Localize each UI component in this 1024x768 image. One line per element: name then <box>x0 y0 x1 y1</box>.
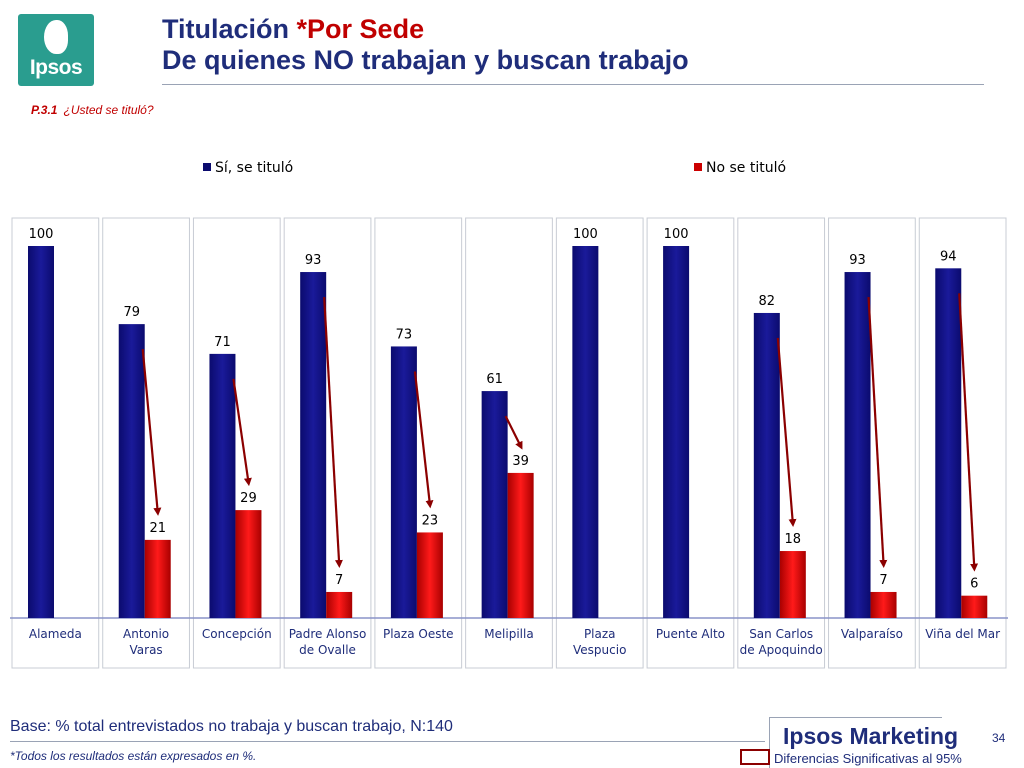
category-label: Concepción <box>202 627 272 641</box>
title-main: Titulación <box>162 14 290 44</box>
data-label-si: 93 <box>305 253 322 268</box>
footer-divider <box>10 741 765 742</box>
legend-item-si: Sí, se tituló <box>203 160 293 176</box>
bar-no <box>870 591 897 618</box>
legend-item-no: No se tituló <box>694 160 786 176</box>
panel-frame <box>11 217 100 669</box>
bar-no <box>779 551 806 618</box>
data-label-si: 82 <box>759 294 776 309</box>
data-label-si: 61 <box>486 372 503 387</box>
bar-si <box>663 246 690 618</box>
page-number: 34 <box>992 731 1006 745</box>
data-label-no: 39 <box>512 454 529 469</box>
data-label-si: 93 <box>849 253 866 268</box>
bar-si <box>300 272 327 618</box>
question-code: P.3.1 <box>31 103 58 117</box>
data-label-si: 71 <box>214 335 231 350</box>
category-label: Puente Alto <box>656 627 725 641</box>
category-label: Padre Alonso <box>289 627 367 641</box>
category-label: Antonio <box>123 627 169 641</box>
legend-swatch-no <box>694 163 702 171</box>
panel-frame <box>646 217 735 669</box>
significance-arrow <box>232 378 252 487</box>
brand-frame <box>769 717 942 768</box>
data-label-si: 94 <box>940 249 957 264</box>
bar-si <box>390 346 417 618</box>
significance-arrow <box>504 415 523 450</box>
bar-no <box>416 532 443 618</box>
ipsos-logo: Ipsos <box>18 14 94 86</box>
significance-arrow <box>958 293 979 572</box>
significance-box-icon <box>740 749 770 765</box>
logo-text: Ipsos <box>29 56 83 79</box>
category-label: San Carlos <box>749 627 813 641</box>
footnote: *Todos los resultados están expresados e… <box>10 749 257 763</box>
significance-arrow <box>141 349 162 516</box>
title-accent: *Por Sede <box>296 14 425 44</box>
logo-head-icon <box>44 20 68 54</box>
category-label: Plaza Oeste <box>383 627 454 641</box>
bar-no <box>507 472 534 618</box>
title-divider <box>162 84 984 85</box>
significance-label: Diferencias Significativas al 95% <box>774 751 962 766</box>
panel-frame <box>283 217 372 669</box>
data-label-si: 100 <box>573 227 598 242</box>
category-label: de Ovalle <box>299 643 356 657</box>
bar-no <box>961 595 988 618</box>
bar-chart: 100 Alameda 79 21 Antonio Varas 71 29 Concepción… <box>10 217 1008 669</box>
significance-arrow <box>776 337 797 528</box>
bar-no <box>326 591 353 618</box>
data-label-no: 7 <box>879 573 887 588</box>
legend-label-no: No se tituló <box>706 160 787 176</box>
significance-legend: Diferencias Significativas al 95% <box>740 749 962 766</box>
legend-swatch-si <box>203 163 211 171</box>
category-label: Melipilla <box>484 627 533 641</box>
page-subtitle: De quienes NO trabajan y buscan trabajo <box>162 45 689 75</box>
legend-label-si: Sí, se tituló <box>215 160 294 176</box>
panel-frame <box>918 217 1007 669</box>
category-label: Plaza <box>584 627 616 641</box>
category-label: de Apoquindo <box>740 643 823 657</box>
bar-si <box>935 268 962 618</box>
category-label: Varas <box>130 643 163 657</box>
bar-si <box>753 312 780 618</box>
category-label: Viña del Mar <box>925 627 1000 641</box>
bar-no <box>144 539 171 618</box>
category-label: Valparaíso <box>841 627 903 641</box>
category-label: Vespucio <box>573 643 626 657</box>
data-label-no: 7 <box>335 573 343 588</box>
data-label-si: 100 <box>29 227 54 242</box>
data-label-no: 18 <box>785 532 802 547</box>
significance-arrow <box>867 296 888 568</box>
bar-si <box>481 391 508 618</box>
data-label-si: 100 <box>664 227 689 242</box>
data-label-si: 73 <box>396 327 413 342</box>
bar-si <box>118 324 145 618</box>
bar-si <box>28 246 54 618</box>
data-label-no: 29 <box>240 491 257 506</box>
base-note: Base: % total entrevistados no trabaja y… <box>10 718 453 735</box>
data-label-no: 23 <box>422 513 439 528</box>
data-label-no: 6 <box>970 577 978 592</box>
data-label-no: 21 <box>149 521 166 536</box>
question-label: P.3.1 ¿Usted se tituló? <box>31 103 154 117</box>
brand-name: Ipsos Marketing <box>783 723 959 749</box>
panel-frame <box>555 217 644 669</box>
bar-no <box>235 510 262 618</box>
category-label: Alameda <box>29 627 82 641</box>
data-label-si: 79 <box>123 305 140 320</box>
bar-si <box>844 272 871 618</box>
question-text: ¿Usted se tituló? <box>63 103 154 117</box>
significance-arrow <box>323 296 343 568</box>
significance-arrow <box>413 371 434 509</box>
bar-si <box>209 353 236 618</box>
bar-si <box>572 246 599 618</box>
page-title: Titulación *Por Sede <box>162 14 424 45</box>
